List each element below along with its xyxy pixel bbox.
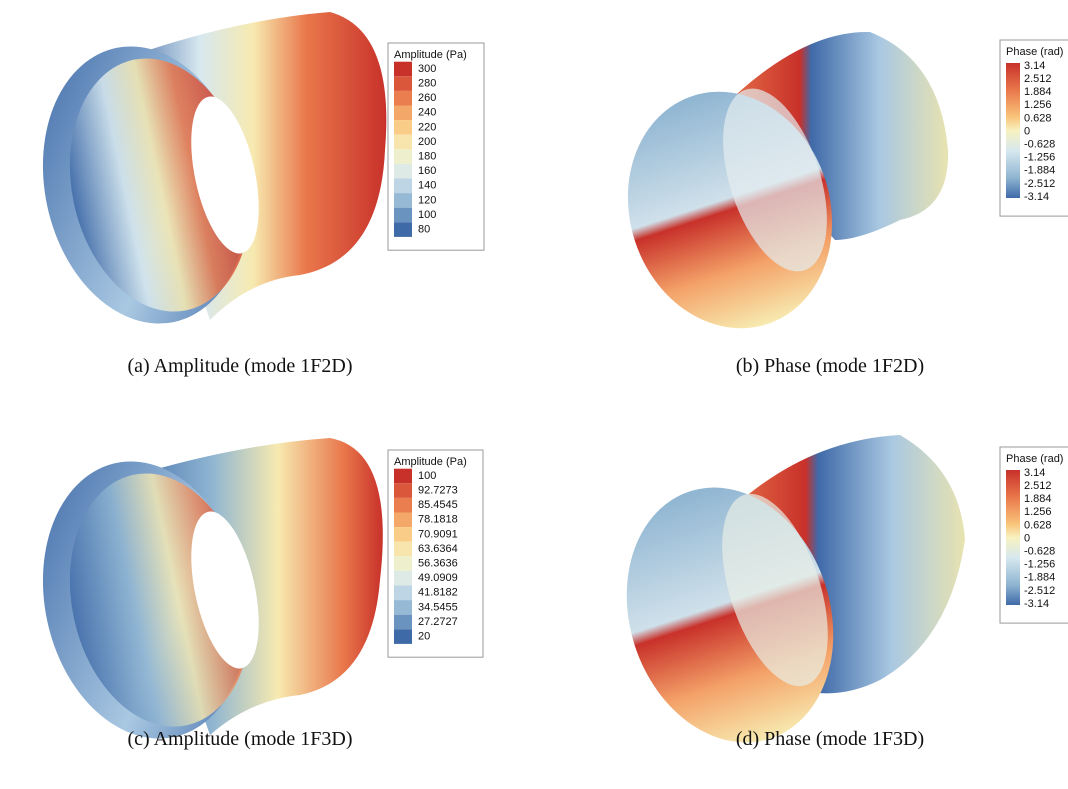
- legend-label: 240: [418, 107, 436, 119]
- legend-label: 220: [418, 121, 436, 133]
- legend-label: 63.6364: [418, 543, 458, 555]
- legend-label: 1.884: [1024, 493, 1052, 505]
- legend-swatch: [394, 222, 412, 237]
- legend-label: 1.884: [1024, 86, 1052, 98]
- legend-colorbar: [1006, 470, 1020, 605]
- legend-label: 0.628: [1024, 112, 1052, 124]
- legend-swatch: [394, 570, 412, 586]
- legend-label: 56.3636: [418, 558, 458, 570]
- legend-label: 70.9091: [418, 528, 458, 540]
- legend-label: 180: [418, 151, 436, 163]
- legend-swatch: [394, 76, 412, 91]
- legend-title: Phase (rad): [1006, 453, 1063, 465]
- legend-swatch: [394, 134, 412, 150]
- legend-label: 27.2727: [418, 616, 458, 628]
- surface-render: [626, 435, 965, 743]
- caption: (a) Amplitude (mode 1F2D): [128, 355, 353, 377]
- legend-label: 3.14: [1024, 60, 1045, 72]
- legend-label: -0.628: [1024, 546, 1055, 558]
- legend-label: 3.14: [1024, 467, 1045, 479]
- legend-swatch: [394, 193, 412, 208]
- legend-label: 20: [418, 631, 430, 643]
- legend-swatch: [394, 600, 412, 615]
- legend-label: 0.628: [1024, 519, 1052, 531]
- legend-label: 100: [418, 209, 436, 221]
- legend-label: 80: [418, 224, 430, 236]
- legend-label: 92.7273: [418, 485, 458, 497]
- legend-label: 2.512: [1024, 480, 1052, 492]
- legend-swatch: [394, 61, 412, 77]
- legend-label: 100: [418, 470, 436, 482]
- legend-label: 85.4545: [418, 499, 458, 511]
- caption: (c) Amplitude (mode 1F3D): [128, 728, 353, 750]
- legend-swatch: [394, 178, 412, 194]
- legend-label: 2.512: [1024, 73, 1052, 85]
- legend-label: 260: [418, 92, 436, 104]
- legend-swatch: [394, 512, 412, 528]
- legend-label: -3.14: [1024, 598, 1049, 610]
- legend-label: 78.1818: [418, 514, 458, 526]
- legend-swatch: [394, 90, 412, 106]
- legend-swatch: [394, 149, 412, 164]
- legend-swatch: [394, 585, 412, 601]
- legend-label: 1.256: [1024, 506, 1052, 518]
- legend-label: 120: [418, 194, 436, 206]
- legend-swatch: [394, 483, 412, 498]
- legend-swatch: [394, 163, 412, 179]
- legend-label: 0: [1024, 532, 1030, 544]
- legend-label: 300: [418, 63, 436, 75]
- legend-title: Amplitude (Pa): [394, 456, 467, 468]
- legend-label: 200: [418, 136, 436, 148]
- legend-colorbar: [1006, 63, 1020, 198]
- legend-label: -1.256: [1024, 152, 1055, 164]
- legend-label: -0.628: [1024, 139, 1055, 151]
- legend-swatch: [394, 468, 412, 484]
- surface-render: [42, 12, 387, 324]
- legend-swatch: [394, 105, 412, 121]
- legend-swatch: [394, 120, 412, 135]
- legend-label: -2.512: [1024, 178, 1055, 190]
- caption: (d) Phase (mode 1F3D): [736, 728, 924, 750]
- legend-label: 160: [418, 165, 436, 177]
- surface-render: [42, 438, 383, 739]
- legend-label: 34.5455: [418, 601, 458, 613]
- legend-label: 41.8182: [418, 587, 458, 599]
- legend-label: 280: [418, 78, 436, 90]
- legend-swatch: [394, 556, 412, 571]
- legend-label: 49.0909: [418, 572, 458, 584]
- legend-label: 0: [1024, 125, 1030, 137]
- legend-swatch: [394, 629, 412, 644]
- legend-title: Phase (rad): [1006, 46, 1063, 58]
- legend-swatch: [394, 497, 412, 513]
- legend-label: 140: [418, 180, 436, 192]
- legend-swatch: [394, 527, 412, 542]
- legend-swatch: [394, 614, 412, 630]
- legend-label: 1.256: [1024, 99, 1052, 111]
- legend-label: -2.512: [1024, 585, 1055, 597]
- caption: (b) Phase (mode 1F2D): [736, 355, 924, 377]
- legend-title: Amplitude (Pa): [394, 49, 467, 61]
- legend-label: -1.256: [1024, 559, 1055, 571]
- surface-render: [627, 31, 949, 329]
- legend-swatch: [394, 541, 412, 557]
- legend-label: -3.14: [1024, 191, 1049, 203]
- legend-label: -1.884: [1024, 572, 1055, 584]
- legend-swatch: [394, 207, 412, 223]
- legend-label: -1.884: [1024, 165, 1055, 177]
